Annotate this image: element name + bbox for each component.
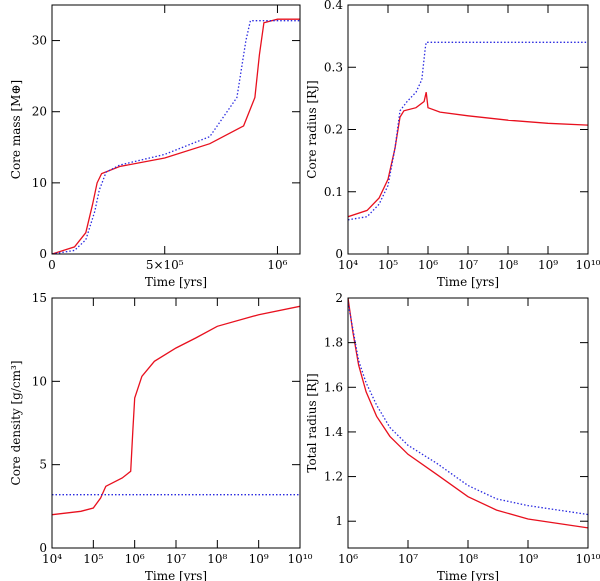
- y-axis-label: Core radius [RJ]: [305, 80, 319, 178]
- x-tick-label: 10¹⁰: [288, 552, 313, 566]
- x-tick-label: 10⁹: [249, 552, 269, 566]
- x-tick-label: 10⁵: [83, 552, 103, 566]
- data-line: [348, 298, 588, 529]
- x-tick-label: 10⁶: [418, 258, 438, 272]
- plot-frame: [51, 297, 301, 549]
- x-tick-label: 10⁶: [125, 552, 145, 566]
- data-line: [348, 92, 588, 218]
- y-tick-label: 10: [32, 176, 47, 190]
- y-tick-label: 20: [32, 105, 47, 119]
- x-tick-label: 10¹⁰: [576, 552, 600, 566]
- y-tick-label: 0.1: [324, 185, 343, 199]
- y-tick-label: 0: [39, 541, 47, 555]
- y-tick-label: 30: [32, 34, 47, 48]
- y-tick-label: 0.3: [324, 60, 343, 74]
- y-tick-label: 1.4: [324, 425, 343, 439]
- y-axis-label: Total radius [RJ]: [305, 373, 319, 472]
- x-tick-label: 10⁹: [538, 258, 558, 272]
- x-tick-label: 10⁵: [378, 258, 398, 272]
- data-line: [348, 302, 588, 516]
- plot-frame: [51, 4, 301, 255]
- data-line: [348, 41, 588, 221]
- y-tick-label: 10: [32, 374, 47, 388]
- y-tick-label: 2: [335, 291, 343, 305]
- y-tick-label: 0.4: [324, 0, 343, 12]
- x-tick-label: 10⁶: [267, 258, 287, 272]
- x-tick-label: 10¹⁰: [576, 258, 600, 272]
- y-tick-label: 1.2: [324, 470, 343, 484]
- x-axis-label: Time [yrs]: [145, 275, 207, 289]
- x-tick-label: 0: [48, 258, 56, 272]
- plot-frame: [347, 297, 589, 549]
- x-tick-label: 5×10⁵: [146, 258, 184, 272]
- data-line: [52, 18, 300, 254]
- x-tick-label: 10⁸: [498, 258, 518, 272]
- x-tick-label: 10⁴: [42, 552, 62, 566]
- x-tick-label: 10⁷: [166, 552, 186, 566]
- y-tick-label: 0.2: [324, 123, 343, 137]
- y-tick-label: 5: [39, 458, 47, 472]
- y-axis-label: Core mass [M⊕]: [9, 80, 23, 179]
- y-tick-label: 1.8: [324, 336, 343, 350]
- y-tick-label: 1.6: [324, 380, 343, 394]
- x-tick-label: 10⁶: [338, 552, 358, 566]
- data-line: [52, 305, 300, 516]
- x-axis-label: Time [yrs]: [437, 275, 499, 289]
- x-axis-label: Time [yrs]: [145, 569, 207, 581]
- x-axis-label: Time [yrs]: [437, 569, 499, 581]
- x-tick-label: 10⁷: [398, 552, 418, 566]
- plot-frame: [347, 4, 589, 255]
- y-tick-label: 15: [32, 291, 47, 305]
- x-tick-label: 10⁸: [458, 552, 478, 566]
- y-tick-label: 1: [335, 514, 343, 528]
- x-tick-label: 10⁷: [458, 258, 478, 272]
- x-tick-label: 10⁹: [518, 552, 538, 566]
- x-tick-label: 10⁸: [207, 552, 227, 566]
- x-tick-label: 10⁴: [338, 258, 358, 272]
- y-tick-label: 0: [335, 247, 343, 261]
- y-tick-label: 0: [39, 247, 47, 261]
- y-axis-label: Core density [g/cm³]: [9, 361, 23, 486]
